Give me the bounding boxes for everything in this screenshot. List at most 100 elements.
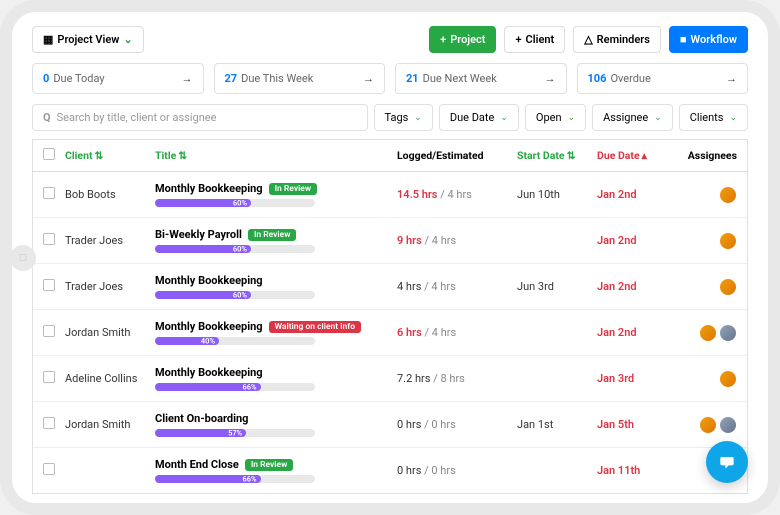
col-due[interactable]: Due Date ▴: [597, 149, 677, 162]
due-date-cell: Jan 3rd: [597, 372, 677, 385]
chat-fab[interactable]: [706, 441, 748, 483]
progress-percent: 40%: [201, 337, 215, 346]
progress-bar: 60%: [155, 291, 315, 299]
row-checkbox[interactable]: [43, 463, 55, 475]
progress-bar: 66%: [155, 475, 315, 483]
logged-hours: 0 hrs: [397, 464, 421, 477]
logged-hours: 0 hrs: [397, 418, 421, 431]
row-checkbox[interactable]: [43, 417, 55, 429]
logged-cell: 4 hrs / 4 hrs: [397, 280, 517, 293]
title-cell: Monthly Bookkeeping In Review 60%: [155, 182, 397, 207]
stat-due-this-week[interactable]: 27Due This Week →: [214, 63, 386, 94]
top-toolbar: ▦ Project View ⌄ + Project + Client △ Re…: [32, 26, 748, 53]
arrow-right-icon: →: [726, 72, 737, 85]
task-title: Monthly Bookkeeping: [155, 182, 263, 195]
table-header: Client ⇅ Title ⇅ Logged/Estimated Start …: [32, 139, 748, 172]
logged-hours: 6 hrs: [397, 326, 422, 339]
client-cell: Adeline Collins: [65, 372, 155, 385]
table-row[interactable]: Adeline Collins Monthly Bookkeeping 66% …: [33, 356, 747, 402]
avatar: [719, 232, 737, 250]
table-row[interactable]: Jordan Smith Client On-boarding 57% 0 hr…: [33, 402, 747, 448]
chevron-down-icon: ⌄: [729, 113, 737, 123]
status-badge: In Review: [269, 183, 318, 195]
table-row[interactable]: Month End Close In Review 66% 0 hrs / 0 …: [33, 448, 747, 493]
table-row[interactable]: Jordan Smith Monthly Bookkeeping Waiting…: [33, 310, 747, 356]
search-input[interactable]: Q Search by title, client or assignee: [32, 104, 368, 131]
estimated-hours: / 4 hrs: [425, 326, 457, 339]
progress-percent: 60%: [233, 199, 247, 208]
row-checkbox[interactable]: [43, 371, 55, 383]
add-client-button[interactable]: + Client: [504, 26, 565, 53]
plus-icon: +: [440, 33, 446, 46]
avatar: [719, 324, 737, 342]
reminders-button[interactable]: △ Reminders: [573, 26, 661, 53]
table-row[interactable]: Trader Joes Bi-Weekly Payroll In Review …: [33, 218, 747, 264]
client-cell: Bob Boots: [65, 188, 155, 201]
row-checkbox[interactable]: [43, 233, 55, 245]
row-checkbox[interactable]: [43, 279, 55, 291]
stat-overdue[interactable]: 106Overdue →: [577, 63, 749, 94]
col-start[interactable]: Start Date ⇅: [517, 149, 597, 162]
progress-bar: 60%: [155, 199, 315, 207]
task-title: Month End Close: [155, 458, 239, 471]
estimated-hours: / 4 hrs: [440, 188, 472, 201]
filter-label: Due Date: [450, 111, 494, 124]
status-badge: In Review: [245, 459, 294, 471]
due-date-cell: Jan 2nd: [597, 188, 677, 201]
filter-label: Clients: [690, 111, 724, 124]
due-date-cell: Jan 2nd: [597, 280, 677, 293]
filter-clients[interactable]: Clients ⌄: [679, 104, 748, 131]
stat-due-next-week[interactable]: 21Due Next Week →: [395, 63, 567, 94]
add-project-label: Project: [450, 33, 485, 46]
col-title[interactable]: Title ⇅: [155, 149, 397, 162]
bell-icon: △: [584, 33, 592, 46]
filter-assignee[interactable]: Assignee⌄: [592, 104, 673, 131]
filter-label: Open: [536, 111, 562, 124]
filter-row: Q Search by title, client or assignee Ta…: [32, 104, 748, 131]
filter-tags[interactable]: Tags ⌄: [374, 104, 433, 131]
avatar: [719, 416, 737, 434]
select-all-checkbox[interactable]: [43, 148, 55, 160]
table-row[interactable]: Trader Joes Monthly Bookkeeping 60% 4 hr…: [33, 264, 747, 310]
project-view-label: Project View: [57, 33, 119, 46]
project-view-dropdown[interactable]: ▦ Project View ⌄: [32, 26, 144, 53]
filter-label: Tags: [385, 111, 409, 124]
col-assignees: Assignees: [677, 149, 737, 162]
add-client-label: Client: [526, 33, 555, 46]
reminders-label: Reminders: [597, 33, 650, 46]
row-checkbox[interactable]: [43, 187, 55, 199]
logged-hours: 9 hrs: [397, 234, 422, 247]
stat-label: Due This Week: [241, 72, 313, 85]
add-project-button[interactable]: + Project: [429, 26, 496, 53]
filter-open[interactable]: Open ⌄: [525, 104, 586, 131]
avatar: [719, 370, 737, 388]
assignees-cell: [677, 186, 737, 204]
estimated-hours: / 4 hrs: [425, 234, 457, 247]
progress-percent: 66%: [242, 383, 256, 392]
grid-icon: ▦: [43, 33, 53, 46]
estimated-hours: / 0 hrs: [424, 418, 456, 431]
workflow-button[interactable]: ■ Workflow: [669, 26, 748, 53]
chevron-down-icon: ⌄: [123, 33, 132, 46]
progress-bar: 40%: [155, 337, 315, 345]
chevron-down-icon: ⌄: [414, 113, 422, 123]
table-row[interactable]: Bob Boots Monthly Bookkeeping In Review …: [33, 172, 747, 218]
col-client[interactable]: Client ⇅: [65, 149, 155, 162]
stat-count: 27: [225, 72, 238, 85]
title-cell: Client On-boarding 57%: [155, 412, 397, 437]
plus-icon: +: [515, 33, 521, 46]
avatar: [699, 324, 717, 342]
stat-due-today[interactable]: 0Due Today →: [32, 63, 204, 94]
progress-percent: 66%: [242, 475, 256, 484]
logged-hours: 4 hrs: [397, 280, 421, 293]
client-cell: Trader Joes: [65, 234, 155, 247]
arrow-right-icon: →: [363, 72, 374, 85]
arrow-right-icon: →: [182, 72, 193, 85]
chevron-down-icon: ⌄: [568, 113, 576, 123]
stat-label: Due Next Week: [423, 72, 497, 85]
start-date-cell: Jun 3rd: [517, 280, 597, 293]
row-checkbox[interactable]: [43, 325, 55, 337]
stat-label: Overdue: [610, 72, 650, 85]
assignees-cell: [677, 278, 737, 296]
filter-due-date[interactable]: Due Date⌄: [439, 104, 519, 131]
